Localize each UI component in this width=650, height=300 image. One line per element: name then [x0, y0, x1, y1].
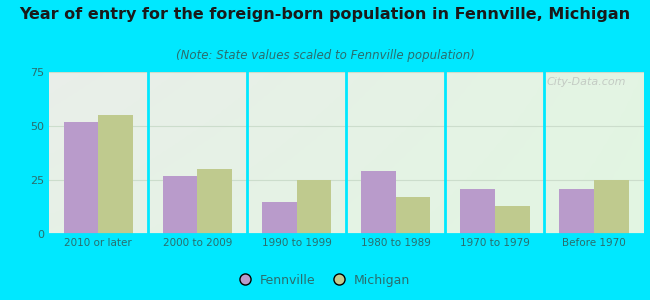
Bar: [262, 202, 296, 234]
Bar: [162, 176, 198, 234]
Bar: [198, 169, 232, 234]
Text: City-Data.com: City-Data.com: [546, 77, 626, 87]
Bar: [64, 122, 98, 234]
Bar: [495, 206, 530, 234]
Text: Year of entry for the foreign-born population in Fennville, Michigan: Year of entry for the foreign-born popul…: [20, 8, 630, 22]
Bar: [98, 115, 133, 234]
Legend: Fennville, Michigan: Fennville, Michigan: [236, 270, 414, 291]
Bar: [460, 189, 495, 234]
Bar: [296, 180, 332, 234]
Bar: [396, 197, 430, 234]
Bar: [361, 171, 396, 234]
Bar: [594, 180, 629, 234]
Bar: [559, 189, 594, 234]
Text: (Note: State values scaled to Fennville population): (Note: State values scaled to Fennville …: [176, 50, 474, 62]
